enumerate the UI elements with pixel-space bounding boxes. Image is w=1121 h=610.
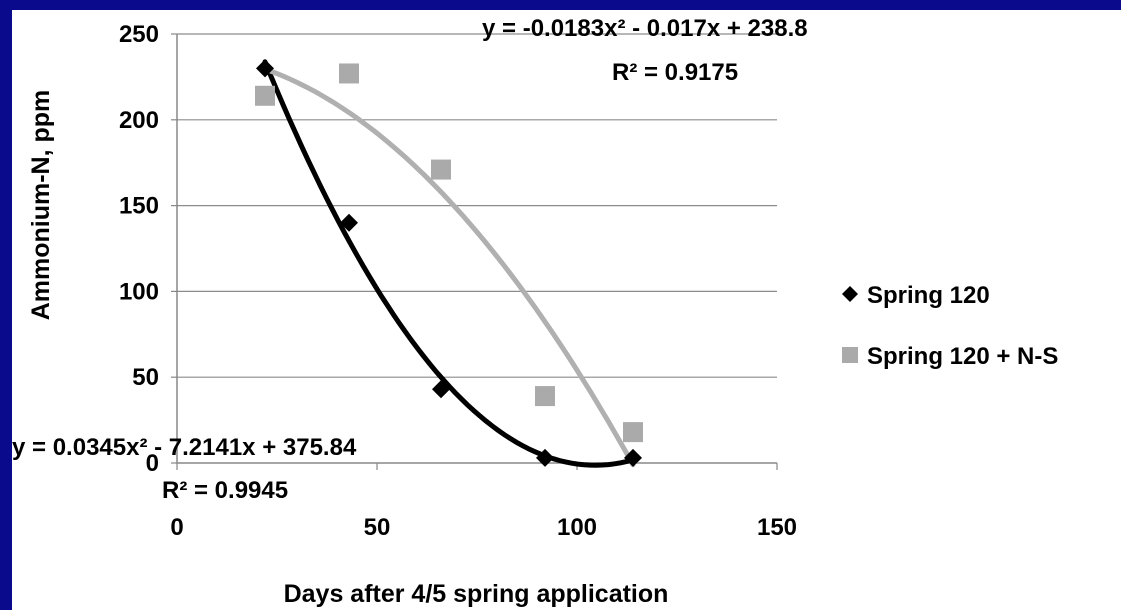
x-tick-label: 100 bbox=[557, 514, 597, 541]
legend-item-spring-120: Spring 120 bbox=[842, 282, 990, 309]
chart-svg: 0 50 100 150 0 50 100 150 200 250 Ammonium-N, pp… bbox=[12, 15, 1058, 608]
y-tick-label: 250 bbox=[119, 21, 159, 48]
point-spring-120-n-s bbox=[431, 159, 451, 180]
trendlines bbox=[262, 59, 636, 468]
r-squared-spring-120-n-s: R² = 0.9175 bbox=[612, 59, 738, 86]
legend-diamond-icon bbox=[842, 286, 858, 302]
legend-square-icon bbox=[842, 347, 858, 363]
trendline-spring-120-n-s bbox=[262, 66, 636, 468]
y-tick-labels: 0 50 100 150 200 250 bbox=[119, 21, 177, 477]
legend-label-spring-120: Spring 120 bbox=[867, 282, 990, 309]
x-axis-label: Days after 4/5 spring application bbox=[284, 580, 669, 608]
legend-label-spring-120-n-s: Spring 120 + N-S bbox=[867, 343, 1058, 370]
trendline-spring-120 bbox=[262, 59, 636, 468]
point-spring-120-n-s bbox=[535, 386, 555, 407]
x-tick-label: 150 bbox=[757, 514, 797, 541]
point-spring-120 bbox=[432, 380, 450, 399]
x-tick-label: 0 bbox=[170, 514, 183, 541]
equation-spring-120: y = 0.0345x² - 7.2141x + 375.84 bbox=[12, 434, 357, 461]
point-spring-120 bbox=[340, 213, 358, 232]
point-spring-120 bbox=[256, 59, 274, 78]
y-tick-label: 150 bbox=[119, 193, 159, 220]
equation-spring-120-n-s: y = -0.0183x² - 0.017x + 238.8 bbox=[482, 15, 808, 42]
point-spring-120-n-s bbox=[255, 85, 275, 106]
gridlines bbox=[177, 33, 777, 378]
legend: Spring 120 Spring 120 + N-S bbox=[842, 282, 1058, 370]
y-tick-label: 200 bbox=[119, 107, 159, 134]
y-tick-label: 0 bbox=[146, 450, 159, 477]
point-spring-120 bbox=[624, 448, 642, 467]
x-tick-labels: 0 50 100 150 bbox=[170, 463, 797, 541]
legend-item-spring-120-n-s: Spring 120 + N-S bbox=[842, 343, 1058, 370]
data-points bbox=[255, 59, 643, 467]
y-tick-label: 100 bbox=[119, 278, 159, 305]
y-axis-label: Ammonium-N, ppm bbox=[27, 90, 55, 321]
y-tick-label: 50 bbox=[132, 364, 159, 391]
point-spring-120-n-s bbox=[339, 63, 359, 84]
chart-frame: 0 50 100 150 0 50 100 150 200 250 Ammonium-N, pp… bbox=[12, 10, 1121, 610]
x-tick-label: 50 bbox=[364, 514, 391, 541]
point-spring-120 bbox=[536, 448, 554, 467]
axes bbox=[176, 34, 777, 464]
r-squared-spring-120: R² = 0.9945 bbox=[162, 477, 288, 504]
point-spring-120-n-s bbox=[623, 422, 643, 443]
